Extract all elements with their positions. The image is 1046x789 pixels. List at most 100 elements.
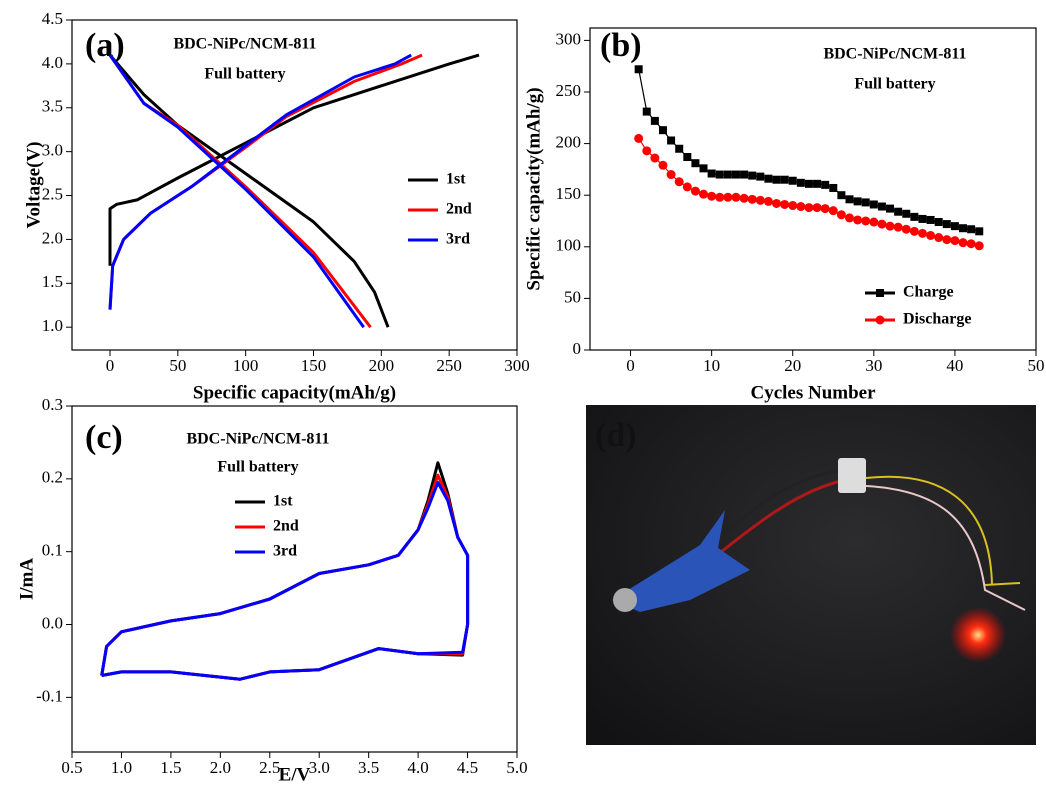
marker	[699, 189, 709, 199]
x-tick-label: 0.5	[61, 758, 82, 777]
x-tick-label: 300	[504, 356, 530, 375]
marker	[942, 235, 952, 245]
marker	[893, 222, 903, 232]
clip-tip	[613, 588, 637, 612]
marker	[861, 198, 870, 207]
marker	[820, 204, 830, 214]
connector	[838, 458, 866, 493]
legend-label: 2nd	[446, 201, 472, 218]
marker	[917, 228, 927, 238]
y-axis-label: Voltage(V)	[23, 142, 44, 229]
y-tick-label: 0.0	[42, 613, 63, 632]
marker	[675, 144, 684, 153]
wire	[865, 475, 993, 586]
y-tick-label: 3.5	[42, 97, 63, 116]
marker	[739, 193, 749, 203]
marker	[974, 241, 984, 251]
marker	[821, 180, 830, 189]
x-tick-label: 4.5	[457, 758, 478, 777]
x-tick-label: 40	[946, 356, 963, 375]
marker	[813, 179, 822, 188]
y-tick-label: 0.2	[42, 468, 63, 487]
x-tick-label: 5.0	[506, 758, 527, 777]
y-tick-label: 3.0	[42, 141, 63, 160]
y-tick-label: 50	[564, 287, 581, 306]
x-tick-label: 0	[106, 356, 115, 375]
legend-label: 1st	[446, 171, 466, 188]
marker	[756, 172, 765, 181]
legend-marker	[876, 289, 884, 297]
y-tick-label: 200	[556, 132, 582, 151]
marker	[869, 217, 879, 227]
chart-panel: 0 50 100 150 200 250 300 1.0 1.5 2.0 2.5 3.0 3.5 4.0 4…	[23, 9, 529, 403]
marker	[918, 214, 927, 223]
marker	[926, 215, 935, 224]
y-tick-label: 1.0	[42, 316, 63, 335]
x-tick-label: 10	[703, 356, 720, 375]
y-tick-label: 100	[556, 236, 582, 255]
marker	[699, 164, 708, 173]
marker	[844, 213, 854, 223]
marker	[642, 107, 651, 116]
marker	[885, 221, 895, 231]
marker	[901, 224, 911, 234]
y-tick-label: 250	[556, 81, 582, 100]
marker	[715, 192, 725, 202]
marker	[828, 206, 838, 216]
marker	[910, 212, 919, 221]
marker	[894, 207, 903, 216]
marker	[909, 226, 919, 236]
annotation: BDC-NiPc/NCM-811	[173, 36, 316, 53]
marker	[658, 160, 668, 170]
marker	[780, 199, 790, 209]
wire	[865, 485, 1026, 611]
marker	[836, 210, 846, 220]
marker	[837, 191, 846, 200]
marker	[650, 153, 660, 163]
panel-label: (c)	[85, 419, 123, 456]
legend-label: Discharge	[903, 311, 971, 328]
legend-label: Charge	[903, 284, 954, 301]
marker	[780, 175, 789, 184]
x-tick-label: 50	[1028, 356, 1045, 375]
x-tick-label: 3.5	[358, 758, 379, 777]
annotation: Full battery	[204, 66, 285, 83]
legend-label: 3rd	[273, 543, 297, 560]
marker	[812, 203, 822, 213]
marker	[707, 191, 717, 201]
x-tick-label: 3.0	[309, 758, 330, 777]
x-axis-label: Specific capacity(mAh/g)	[193, 382, 396, 403]
series-line	[108, 53, 412, 329]
y-tick-label: 1.5	[42, 272, 63, 291]
marker	[902, 209, 911, 218]
marker	[934, 218, 943, 227]
plot-frame	[71, 405, 518, 753]
chart-panel: 0 10 20 30 40 50 0 50 100 150 200 250 300 Cycles Numb…	[523, 27, 1044, 404]
marker	[682, 182, 692, 192]
series-line	[100, 481, 470, 681]
marker	[967, 225, 976, 234]
x-tick-label: 250	[436, 356, 462, 375]
marker	[886, 204, 895, 213]
marker	[723, 170, 732, 179]
marker	[950, 236, 960, 246]
x-tick-label: 0	[626, 356, 635, 375]
marker	[772, 198, 782, 208]
marker	[853, 197, 862, 206]
marker	[667, 136, 676, 145]
y-tick-label: 4.0	[42, 53, 63, 72]
marker	[804, 203, 814, 213]
marker	[804, 179, 813, 188]
marker	[723, 192, 733, 202]
marker	[958, 238, 968, 248]
marker	[634, 65, 643, 74]
led	[950, 607, 1006, 663]
annotation: Full battery	[854, 76, 935, 93]
y-tick-label: -0.1	[36, 686, 63, 705]
marker	[755, 195, 765, 205]
x-tick-label: 4.0	[407, 758, 428, 777]
marker	[877, 202, 886, 211]
legend-label: 1st	[273, 493, 293, 510]
panel-label: (b)	[600, 27, 642, 64]
marker	[788, 201, 798, 211]
